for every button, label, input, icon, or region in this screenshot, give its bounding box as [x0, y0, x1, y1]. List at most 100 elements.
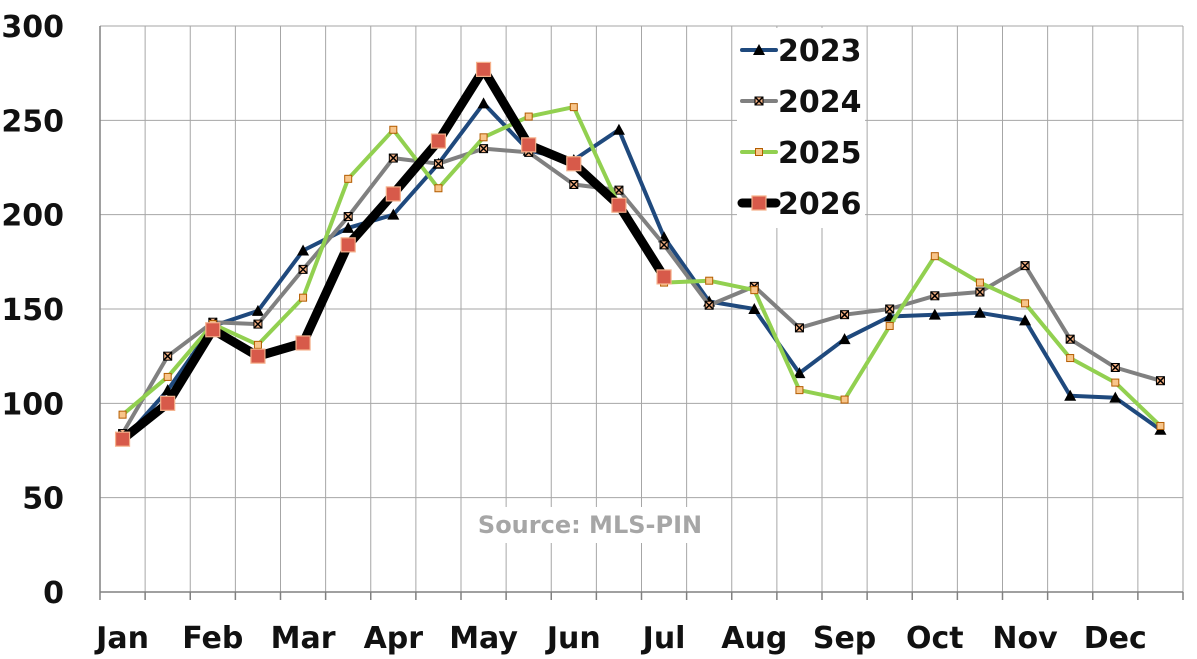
data-point	[930, 252, 939, 261]
data-point	[753, 44, 765, 55]
y-tick-label: 100	[1, 387, 64, 422]
x-tick-labels: Jan Feb Mar Apr May Jun Jul Aug Sep Oct Nov Dec	[94, 621, 1147, 656]
x-tick-label: Nov	[992, 621, 1058, 656]
data-point	[569, 179, 579, 190]
x-tick-label: Sep	[813, 621, 876, 656]
data-point-cross	[343, 212, 353, 222]
data-point	[705, 276, 714, 285]
y-tick-labels: 0 50 100 150 200 250 300	[1, 10, 64, 611]
data-point	[569, 103, 578, 112]
data-point	[885, 321, 894, 330]
data-point-cross	[754, 96, 764, 106]
data-point	[163, 351, 173, 361]
legend-item-2024: 2024	[740, 85, 862, 120]
data-point	[1019, 314, 1032, 326]
data-point	[114, 431, 131, 447]
data-point	[754, 96, 764, 106]
x-tick-label: Apr	[364, 621, 424, 656]
y-tick-label: 250	[1, 104, 64, 139]
data-point	[299, 293, 308, 302]
source-annotation: Source: MLS-PIN	[470, 507, 710, 543]
data-point	[388, 153, 398, 163]
data-point	[1020, 261, 1030, 271]
data-point	[1111, 378, 1120, 387]
data-point	[1065, 334, 1075, 344]
x-tick-label: Jan	[94, 621, 149, 656]
y-tick-label: 50	[22, 482, 64, 517]
y-tick-label: 300	[1, 10, 64, 45]
data-point	[750, 286, 759, 295]
legend-label: 2026	[778, 187, 862, 222]
data-point-cross	[253, 319, 263, 329]
data-point	[975, 278, 984, 287]
legend-item-2025: 2025	[740, 136, 862, 171]
data-point	[751, 195, 767, 211]
data-point	[975, 287, 985, 297]
data-point	[930, 291, 940, 301]
data-point	[521, 137, 537, 153]
axes	[99, 26, 1184, 600]
data-point	[477, 97, 490, 109]
data-point	[748, 303, 761, 314]
source-label: Source: MLS-PIN	[478, 511, 702, 539]
data-point	[794, 323, 804, 333]
data-point	[612, 123, 625, 135]
x-tick-label: Mar	[271, 621, 336, 656]
legend-item-2026: 2026	[737, 187, 862, 222]
data-point	[566, 156, 582, 172]
data-point	[385, 186, 401, 202]
data-point-cross	[1020, 261, 1030, 271]
data-point	[389, 125, 398, 134]
data-point	[340, 237, 356, 253]
series-line-2023	[120, 101, 1163, 444]
data-point-cross	[614, 185, 624, 195]
data-point-cross	[1065, 334, 1075, 344]
data-point	[475, 61, 492, 77]
data-point	[387, 208, 400, 220]
data-point	[479, 133, 488, 142]
data-point	[1155, 376, 1165, 386]
data-point	[1156, 421, 1165, 430]
legend-label: 2023	[778, 34, 862, 69]
data-point	[795, 386, 804, 395]
source-background	[470, 507, 710, 543]
data-point	[253, 340, 262, 349]
data-point	[611, 197, 627, 213]
x-tick-label: Jun	[545, 621, 601, 656]
data-point	[885, 304, 895, 314]
data-point-cross	[388, 153, 398, 163]
data-point	[118, 410, 127, 419]
data-point	[793, 367, 806, 379]
x-tick-label: Feb	[182, 621, 243, 656]
data-point-cross	[569, 179, 579, 190]
data-point	[840, 310, 850, 320]
data-point	[973, 306, 986, 318]
data-point	[479, 144, 489, 154]
data-point-cross	[1155, 376, 1165, 386]
legend-label: 2024	[778, 85, 862, 120]
series-2026	[114, 61, 672, 447]
data-point	[433, 159, 443, 169]
data-point	[659, 240, 669, 250]
data-point	[1066, 354, 1075, 363]
y-tick-label: 0	[43, 576, 64, 611]
data-point	[704, 300, 714, 310]
data-point-cross	[885, 304, 895, 314]
data-point-cross	[659, 240, 669, 250]
data-point	[251, 304, 264, 316]
x-tick-label: Jul	[641, 621, 686, 656]
data-point	[160, 395, 176, 411]
series-lines	[114, 61, 1167, 447]
data-point	[344, 174, 353, 183]
data-point	[205, 322, 221, 338]
data-point	[298, 264, 308, 274]
x-tick-label: May	[449, 621, 518, 656]
data-point	[614, 185, 624, 195]
data-point	[163, 372, 172, 381]
data-point	[838, 333, 851, 345]
legend: 2023 2024 2025 2026	[737, 28, 865, 228]
data-point	[295, 335, 311, 351]
legend-item-2023: 2023	[740, 34, 862, 69]
data-point-cross	[163, 351, 173, 361]
